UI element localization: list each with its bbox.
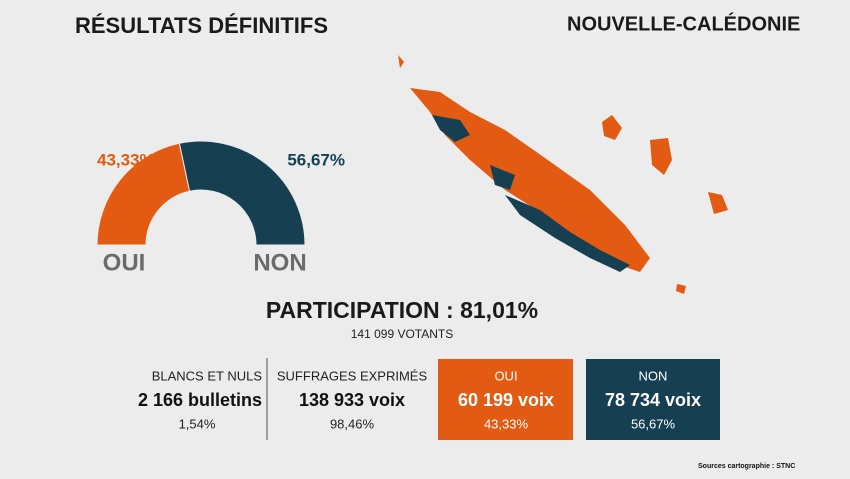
voters: 141 099 VOTANTS xyxy=(351,327,454,341)
stat-label: BLANCS ET NULS xyxy=(152,368,263,383)
category-label: OUI xyxy=(103,249,146,276)
stat-count: 78 734 voix xyxy=(605,390,701,410)
stat-count: 138 933 voix xyxy=(299,390,405,410)
category-label: NON xyxy=(253,249,306,276)
value-label: 56,67% xyxy=(287,150,345,169)
participation: PARTICIPATION : 81,01% xyxy=(266,297,538,323)
title: RÉSULTATS DÉFINITIFS xyxy=(75,13,328,38)
source: Sources cartographie : STNC xyxy=(698,463,795,470)
region: NOUVELLE-CALÉDONIE xyxy=(567,12,800,35)
stat-pct: 1,54% xyxy=(179,416,216,431)
donut-segment xyxy=(178,140,306,246)
stat-pct: 43,33% xyxy=(484,416,529,431)
stat-box xyxy=(586,359,720,440)
stat-pct: 98,46% xyxy=(330,416,375,431)
stat-label: NON xyxy=(639,368,668,383)
stat-label: SUFFRAGES EXPRIMÉS xyxy=(277,368,428,383)
stat-pct: 56,67% xyxy=(631,416,676,431)
stat-box xyxy=(438,359,573,440)
value-label: 43,33% xyxy=(97,150,155,169)
stat-count: 2 166 bulletins xyxy=(138,390,262,410)
stat-count: 60 199 voix xyxy=(458,390,554,410)
map xyxy=(398,55,728,294)
stat-label: OUI xyxy=(494,368,517,383)
